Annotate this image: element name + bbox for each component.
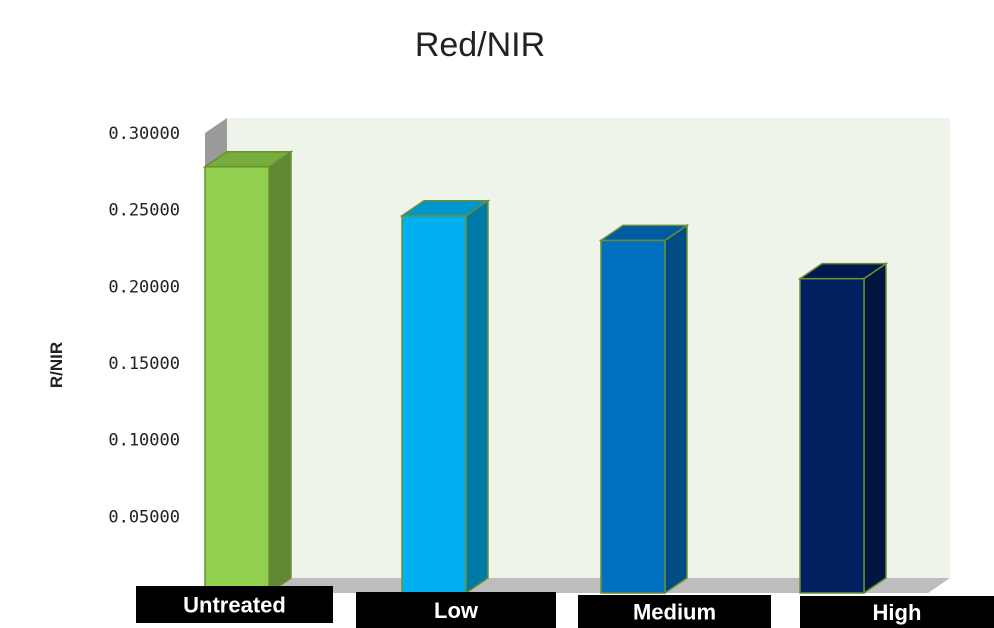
category-label-box xyxy=(356,592,556,628)
y-tick-label: 0.05000 xyxy=(108,507,180,527)
bar-medium xyxy=(600,239,666,594)
bar-side-untreated xyxy=(268,150,292,595)
category-label: Untreated xyxy=(183,593,286,618)
bar-top-low xyxy=(399,200,491,217)
category-label-box xyxy=(136,586,333,623)
category-label: Low xyxy=(434,598,479,623)
bar-top-medium xyxy=(598,224,690,242)
y-axis-label: R/NIR xyxy=(47,342,66,388)
bar-side-high xyxy=(863,262,887,595)
plot-floor xyxy=(205,578,950,593)
bar-untreated xyxy=(204,165,270,594)
bar-top-high xyxy=(797,262,889,280)
y-tick-label: 0.15000 xyxy=(108,354,180,374)
y-tick-label: 0.20000 xyxy=(108,277,180,297)
chart-title: Red/NIR xyxy=(415,26,545,64)
bar-side-low xyxy=(465,199,489,595)
bar-low xyxy=(401,215,467,594)
y-tick-label: 0.30000 xyxy=(108,124,180,144)
y-axis-ticks: 0.000.050000.100000.150000.200000.250000… xyxy=(108,124,180,604)
category-label-box xyxy=(800,596,994,628)
category-label: Medium xyxy=(633,600,716,625)
y-tick-label: 0.10000 xyxy=(108,431,180,451)
bar-side-medium xyxy=(664,223,688,595)
y-tick-label: 0.25000 xyxy=(108,201,180,221)
bars-group xyxy=(202,150,889,595)
category-label-box xyxy=(578,595,771,628)
bar-top-untreated xyxy=(202,150,294,168)
bar-high xyxy=(799,277,865,594)
category-label: High xyxy=(873,600,922,625)
category-labels: Untreated Low Medium High xyxy=(136,586,994,628)
